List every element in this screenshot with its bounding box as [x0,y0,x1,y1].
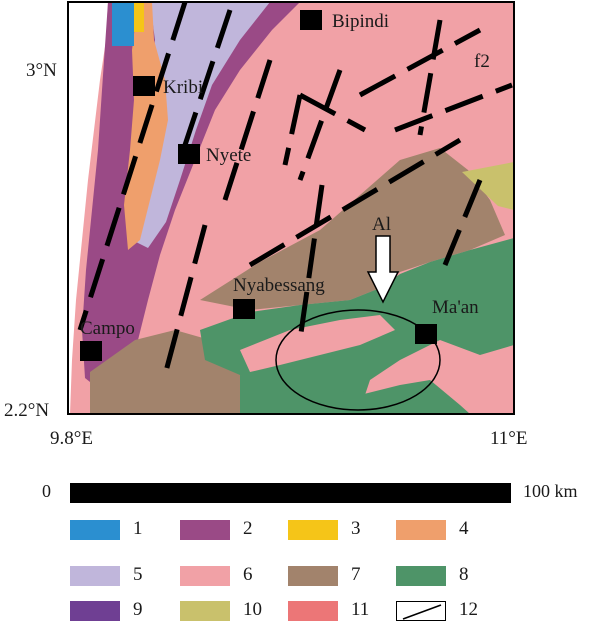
latitude-label-bottom: 2.2°N [4,400,50,421]
map-frame [67,1,515,415]
legend-swatch [288,520,338,540]
unit-8-south-area [240,375,470,414]
arrow-down-icon [366,235,400,304]
legend-label: 12 [459,599,478,620]
fault-symbol-icon [396,601,446,621]
longitude-label-left: 9.8°E [50,428,93,449]
place-label-bipindi: Bipindi [332,11,389,32]
scale-bar [70,483,511,503]
place-label-nyete: Nyete [206,145,251,166]
legend-label: 2 [243,518,253,539]
legend-swatch [288,601,338,621]
legend-label: 11 [351,599,370,620]
unit-3-area [134,2,144,32]
unit-6-inlet [240,315,395,372]
longitude-label-right: 11°E [490,428,528,449]
fault-label-f2: f2 [474,51,490,72]
unit-10-area [462,162,514,210]
legend-swatch [180,566,230,586]
legend-swatch [396,520,446,540]
place-label-kribi: Kribi [163,77,203,98]
legend-label: 5 [133,564,143,585]
latitude-label-top: 3°N [26,60,57,81]
legend-label: 4 [459,518,469,539]
legend-swatch [288,566,338,586]
town-marker-nyete [178,144,200,164]
legend-label: 6 [243,564,253,585]
legend-label: 1 [133,518,143,539]
legend-label: 3 [351,518,361,539]
legend-swatch [70,566,120,586]
legend-swatch [70,601,120,621]
sea-area [68,2,108,414]
town-marker-nyabessang [233,299,255,319]
town-marker-bipindi [300,10,322,30]
fault-lines [77,1,513,376]
study-area-ellipse [275,309,441,411]
legend-swatch [70,520,120,540]
place-label-maan: Ma'an [432,297,479,318]
scale-end-label: 100 km [523,481,578,501]
town-marker-kribi [133,76,155,96]
legend-swatch [396,566,446,586]
place-label-campo: Campo [80,318,135,339]
legend-label: 8 [459,564,469,585]
legend-label: 9 [133,599,143,620]
scale-start-label: 0 [42,481,51,501]
unit-1-area [112,2,134,46]
unit-7-area [200,148,505,310]
area-label-al: Al [372,214,391,235]
legend-label: 10 [243,599,262,620]
town-marker-campo [80,341,102,361]
fault-line-icon [402,604,442,620]
legend-label: 7 [351,564,361,585]
legend-swatch [180,601,230,621]
town-marker-maan [415,324,437,344]
legend-swatch [180,520,230,540]
place-label-nyabessang: Nyabessang [233,275,325,296]
